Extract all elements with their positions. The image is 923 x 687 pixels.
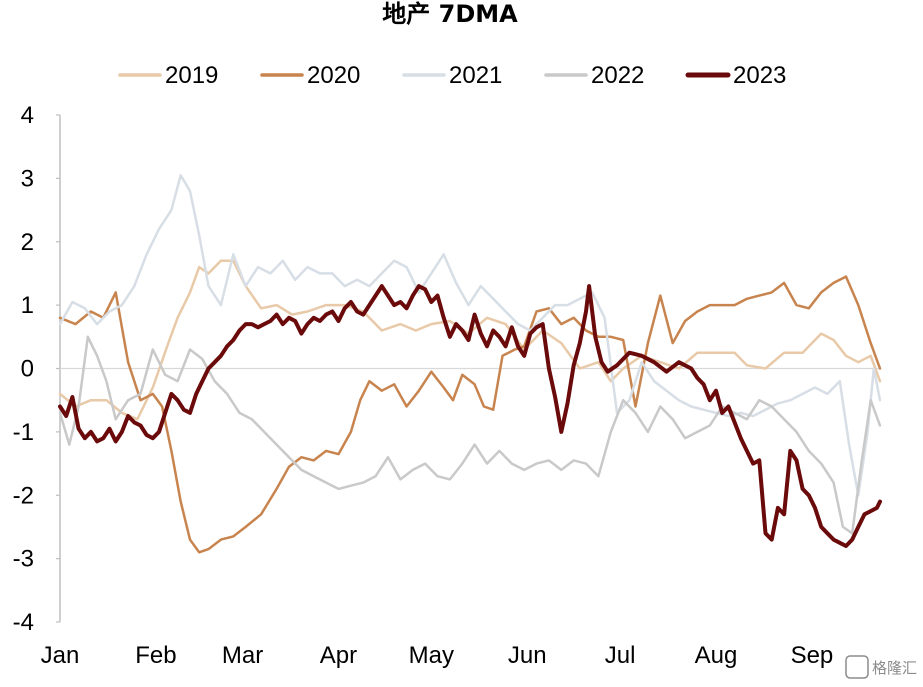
- legend-label: 2023: [733, 62, 786, 89]
- legend-label: 2021: [449, 62, 502, 89]
- y-tick-label: 0: [21, 356, 34, 383]
- x-tick-label: Sep: [791, 642, 834, 669]
- y-tick-label: -4: [13, 609, 34, 636]
- x-tick-label: Jun: [508, 642, 547, 669]
- y-tick-label: -3: [13, 546, 34, 573]
- x-tick-label: Mar: [222, 642, 263, 669]
- y-tick-label: -2: [13, 482, 34, 509]
- series-line-2021: [58, 173, 882, 497]
- x-tick-label: Aug: [695, 642, 738, 669]
- series-line-2022: [58, 335, 882, 535]
- axes: 4 3 2 1 0 -1 -2 -3 -4 Jan Feb Mar Apr May Jun Jul Aug Sep: [13, 102, 880, 669]
- watermark: 格隆汇: [845, 655, 917, 679]
- legend-label: 2022: [591, 62, 644, 89]
- chart-legend: 2019 2020 2021 2022 2023: [118, 62, 786, 89]
- y-tick-label: 4: [21, 102, 34, 129]
- x-tick-label: Jan: [41, 642, 80, 669]
- x-tick-label: Feb: [135, 642, 176, 669]
- watermark-text: 格隆汇: [872, 660, 917, 677]
- x-tick-label: Apr: [320, 642, 357, 669]
- series-line-2023: [58, 284, 882, 548]
- series-line-2019: [58, 259, 882, 421]
- x-tick-label: Jul: [605, 642, 636, 669]
- x-tick-label: May: [409, 642, 454, 669]
- legend-label: 2020: [307, 62, 360, 89]
- chart-title: 地产 7DMA: [382, 0, 518, 28]
- series-layer: [58, 173, 882, 554]
- legend-label: 2019: [165, 62, 218, 89]
- y-tick-label: 1: [21, 292, 34, 319]
- y-tick-label: 2: [21, 229, 34, 256]
- watermark-logo-icon: [845, 655, 869, 679]
- y-tick-label: -1: [13, 419, 34, 446]
- y-tick-label: 3: [21, 165, 34, 192]
- series-line-2020: [58, 275, 882, 554]
